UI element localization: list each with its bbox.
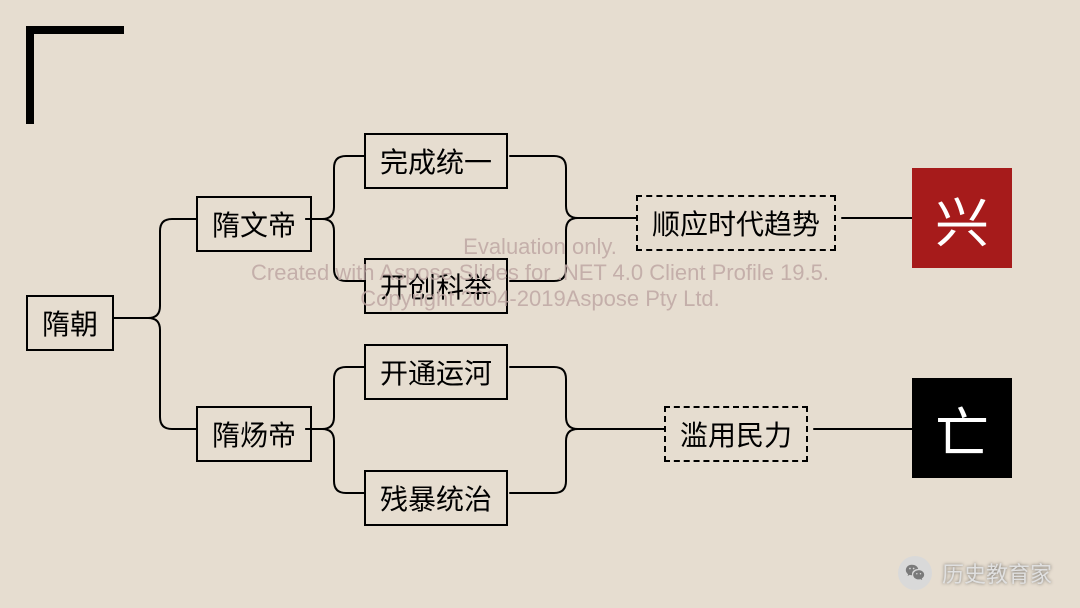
big-node-xing: 兴 [912, 168, 1012, 268]
node-wendi: 隋文帝 [196, 196, 312, 252]
node-keju: 开创科举 [364, 258, 508, 314]
footer-label: 历史教育家 [942, 557, 1052, 589]
connector-lines [0, 0, 1080, 608]
node-shunying: 顺应时代趋势 [636, 195, 836, 251]
node-root: 隋朝 [26, 295, 114, 351]
node-yangdi: 隋炀帝 [196, 406, 312, 462]
node-lanyong: 滥用民力 [664, 406, 808, 462]
big-node-wang: 亡 [912, 378, 1012, 478]
wechat-icon [898, 556, 932, 590]
node-yunhe: 开通运河 [364, 344, 508, 400]
node-canbao: 残暴统治 [364, 470, 508, 526]
corner-mark [26, 26, 124, 124]
footer: 历史教育家 [898, 556, 1052, 590]
node-tongyi: 完成统一 [364, 133, 508, 189]
watermark-line-3: Copyright 2004-2019Aspose Pty Ltd. [0, 286, 1080, 312]
